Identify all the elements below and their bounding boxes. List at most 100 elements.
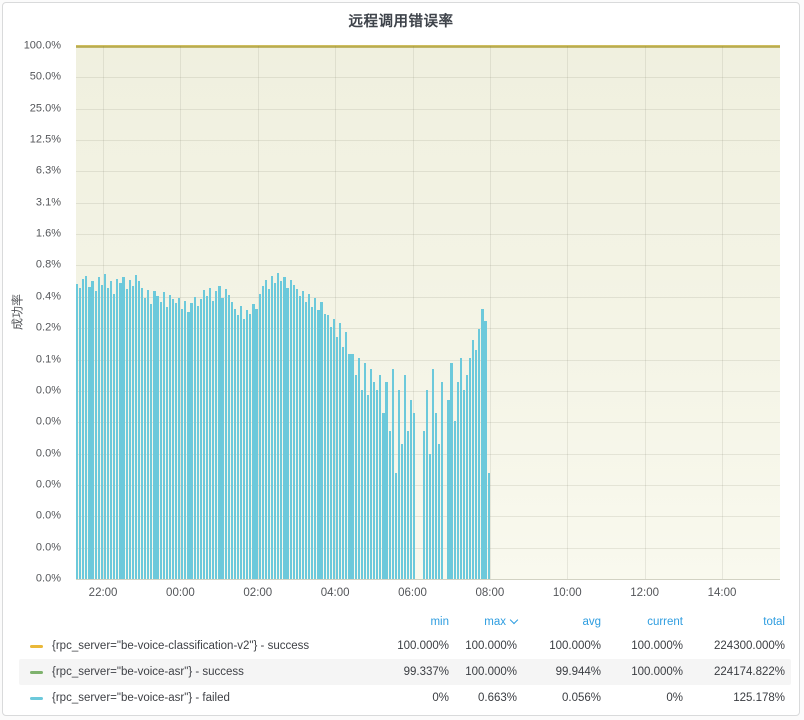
legend-header-current[interactable]: current bbox=[647, 616, 683, 628]
plot-canvas[interactable] bbox=[76, 45, 780, 580]
value-max: 100.000% bbox=[465, 640, 517, 652]
bar bbox=[434, 412, 438, 579]
bar bbox=[391, 368, 394, 579]
h-gridline bbox=[76, 140, 780, 142]
bar bbox=[478, 329, 481, 579]
bar bbox=[438, 444, 441, 579]
series-label[interactable]: {rpc_server="be-voice-classification-v2"… bbox=[52, 640, 310, 652]
bar bbox=[329, 327, 332, 579]
series-label[interactable]: {rpc_server="be-voice-asr"} - failed bbox=[52, 692, 230, 704]
bar bbox=[487, 472, 490, 579]
h-gridline bbox=[76, 234, 780, 236]
v-gridline bbox=[644, 46, 646, 579]
v-gridline bbox=[335, 46, 337, 579]
x-tick-label: 08:00 bbox=[475, 587, 505, 599]
bar bbox=[410, 399, 413, 579]
bar bbox=[209, 287, 212, 579]
h-gridline bbox=[76, 171, 780, 173]
v-gridline bbox=[257, 46, 259, 579]
bar bbox=[190, 303, 193, 579]
bar bbox=[159, 301, 162, 579]
x-tick-label: 14:00 bbox=[707, 587, 737, 599]
bar bbox=[422, 431, 425, 579]
h-gridline bbox=[76, 547, 780, 549]
h-gridline bbox=[76, 390, 780, 392]
h-gridline bbox=[76, 202, 780, 204]
bar bbox=[246, 310, 249, 579]
bar bbox=[311, 307, 314, 579]
value-min: 100.000% bbox=[397, 640, 449, 652]
bar bbox=[137, 281, 141, 579]
bar bbox=[196, 305, 199, 579]
bar bbox=[320, 301, 323, 579]
legend-header-total[interactable]: total bbox=[763, 616, 785, 628]
legend-header-max[interactable]: max bbox=[449, 615, 519, 628]
bar bbox=[236, 315, 240, 579]
x-tick-label: 04:00 bbox=[320, 587, 350, 599]
bar bbox=[326, 315, 329, 579]
bar bbox=[441, 381, 444, 579]
h-gridline bbox=[76, 422, 780, 424]
bar bbox=[106, 287, 110, 579]
x-tick-label: 12:00 bbox=[630, 587, 659, 599]
bar bbox=[113, 293, 116, 579]
bar bbox=[76, 283, 79, 579]
bar bbox=[147, 290, 150, 579]
value-avg: 0.056% bbox=[561, 692, 601, 704]
bar bbox=[289, 279, 292, 579]
h-gridline bbox=[76, 265, 780, 267]
bar bbox=[128, 279, 131, 579]
y-tick-label: 50.0% bbox=[29, 70, 61, 83]
bar bbox=[215, 291, 218, 579]
v-gridline bbox=[721, 46, 723, 579]
y-tick-label: 0.1% bbox=[35, 352, 61, 365]
x-tick-label: 10:00 bbox=[552, 587, 582, 599]
legend-header-min[interactable]: min bbox=[430, 616, 449, 628]
bar bbox=[193, 296, 196, 579]
bar bbox=[469, 358, 472, 579]
bar bbox=[317, 310, 320, 579]
bar bbox=[431, 368, 435, 579]
bar bbox=[258, 293, 261, 579]
bar bbox=[404, 374, 407, 579]
v-gridline bbox=[567, 46, 569, 579]
bar bbox=[298, 295, 301, 579]
bar bbox=[218, 285, 221, 579]
bar bbox=[187, 311, 190, 579]
bar bbox=[79, 288, 82, 579]
legend-row-classification-success: {rpc_server="be-voice-classification-v2"… bbox=[19, 633, 791, 659]
series-color-swatch[interactable] bbox=[30, 644, 43, 648]
bar bbox=[335, 337, 339, 579]
bar bbox=[348, 354, 351, 579]
bar bbox=[264, 279, 267, 579]
bar bbox=[283, 277, 286, 579]
bar bbox=[484, 320, 487, 579]
v-gridline bbox=[180, 46, 182, 579]
series-color-swatch[interactable] bbox=[30, 670, 43, 674]
bar bbox=[360, 389, 363, 579]
v-gridline bbox=[412, 46, 414, 579]
y-tick-label: 25.0% bbox=[29, 102, 61, 115]
bar bbox=[156, 295, 159, 579]
bar bbox=[88, 286, 91, 579]
h-gridline bbox=[76, 359, 780, 361]
y-tick-label: 0.0% bbox=[35, 415, 61, 428]
y-tick-label: 1.6% bbox=[35, 227, 61, 240]
value-current: 0% bbox=[666, 692, 683, 704]
v-gridline bbox=[489, 46, 491, 579]
bar bbox=[450, 363, 453, 579]
series-label[interactable]: {rpc_server="be-voice-asr"} - success bbox=[52, 666, 244, 678]
bar bbox=[345, 331, 348, 579]
bar bbox=[332, 318, 336, 579]
y-tick-label: 0.0% bbox=[35, 384, 61, 397]
bar bbox=[301, 291, 305, 579]
bar bbox=[314, 298, 317, 579]
bar bbox=[110, 280, 113, 579]
panel-title[interactable]: 远程调用错误率 bbox=[348, 14, 454, 30]
series-color-swatch[interactable] bbox=[30, 696, 43, 700]
bar bbox=[456, 381, 459, 579]
y-tick-label: 0.0% bbox=[35, 572, 61, 585]
legend-header-avg[interactable]: avg bbox=[582, 616, 601, 628]
y-tick-label: 3.1% bbox=[35, 196, 61, 209]
bar bbox=[385, 381, 388, 579]
